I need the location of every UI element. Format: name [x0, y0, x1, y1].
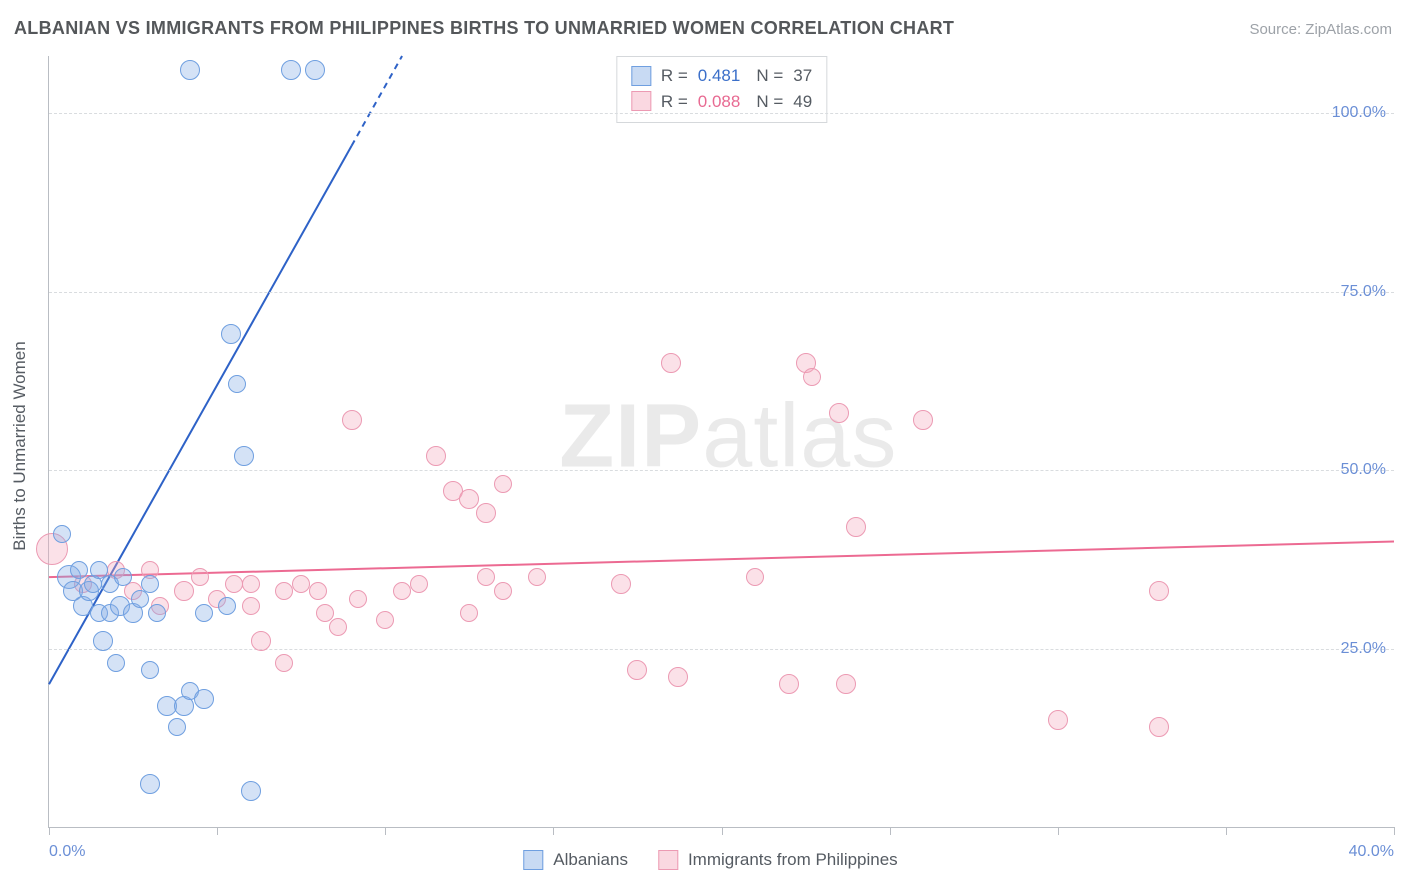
data-point-b	[459, 489, 479, 509]
data-point-b	[494, 475, 512, 493]
data-point-b	[242, 575, 260, 593]
data-point-b	[349, 590, 367, 608]
swatch-philippines	[631, 91, 651, 111]
data-point-b	[477, 568, 495, 586]
chart-title: ALBANIAN VS IMMIGRANTS FROM PHILIPPINES …	[14, 18, 954, 39]
y-tick-label: 25.0%	[1341, 640, 1386, 658]
n-value-philippines: 49	[793, 89, 812, 115]
data-point-a	[93, 631, 113, 651]
data-point-b	[846, 517, 866, 537]
data-point-a	[140, 774, 160, 794]
data-point-a	[221, 324, 241, 344]
r-value-philippines: 0.088	[698, 89, 741, 115]
data-point-b	[829, 403, 849, 423]
data-point-b	[779, 674, 799, 694]
data-point-a	[148, 604, 166, 622]
data-point-b	[1149, 717, 1169, 737]
data-point-b	[1149, 581, 1169, 601]
n-value-albanians: 37	[793, 63, 812, 89]
source-attribution: Source: ZipAtlas.com	[1249, 21, 1392, 38]
swatch-albanians	[631, 66, 651, 86]
legend-item-philippines: Immigrants from Philippines	[658, 850, 898, 870]
data-point-b	[242, 597, 260, 615]
data-point-a	[228, 375, 246, 393]
data-point-b	[426, 446, 446, 466]
data-point-b	[275, 654, 293, 672]
data-point-b	[342, 410, 362, 430]
data-point-a	[241, 781, 261, 801]
data-point-a	[281, 60, 301, 80]
data-point-a	[305, 60, 325, 80]
legend-item-albanians: Albanians	[523, 850, 628, 870]
swatch-albanians-icon	[523, 850, 543, 870]
swatch-philippines-icon	[658, 850, 678, 870]
scatter-plot-area: ZIPatlas R = 0.481 N = 37 R = 0.088 N = …	[48, 56, 1394, 828]
x-tick-label-min: 0.0%	[49, 843, 85, 861]
data-point-a	[114, 568, 132, 586]
data-point-b	[803, 368, 821, 386]
data-point-b	[627, 660, 647, 680]
data-point-b	[746, 568, 764, 586]
watermark: ZIPatlas	[559, 385, 897, 488]
data-point-a	[168, 718, 186, 736]
data-point-b	[174, 581, 194, 601]
data-point-b	[191, 568, 209, 586]
legend-row-albanians: R = 0.481 N = 37	[631, 63, 812, 89]
data-point-b	[611, 574, 631, 594]
data-point-b	[836, 674, 856, 694]
series-legend: Albanians Immigrants from Philippines	[523, 850, 897, 870]
x-tick-label-max: 40.0%	[1349, 843, 1394, 861]
data-point-a	[234, 446, 254, 466]
r-value-albanians: 0.481	[698, 63, 741, 89]
data-point-a	[53, 525, 71, 543]
y-tick-label: 75.0%	[1341, 283, 1386, 301]
data-point-b	[528, 568, 546, 586]
data-point-b	[251, 631, 271, 651]
legend-row-philippines: R = 0.088 N = 49	[631, 89, 812, 115]
data-point-b	[913, 410, 933, 430]
y-tick-label: 50.0%	[1341, 461, 1386, 479]
data-point-b	[460, 604, 478, 622]
data-point-b	[225, 575, 243, 593]
data-point-b	[410, 575, 428, 593]
data-point-a	[107, 654, 125, 672]
data-point-b	[329, 618, 347, 636]
data-point-b	[309, 582, 327, 600]
data-point-a	[141, 575, 159, 593]
data-point-b	[292, 575, 310, 593]
y-tick-label: 100.0%	[1332, 104, 1386, 122]
data-point-b	[661, 353, 681, 373]
data-point-b	[668, 667, 688, 687]
data-point-b	[476, 503, 496, 523]
data-point-a	[194, 689, 214, 709]
data-point-b	[393, 582, 411, 600]
data-point-a	[180, 60, 200, 80]
data-point-b	[1048, 710, 1068, 730]
data-point-b	[494, 582, 512, 600]
data-point-a	[70, 561, 88, 579]
data-point-a	[218, 597, 236, 615]
y-axis-label: Births to Unmarried Women	[10, 341, 30, 550]
data-point-b	[316, 604, 334, 622]
data-point-a	[195, 604, 213, 622]
data-point-b	[376, 611, 394, 629]
data-point-b	[275, 582, 293, 600]
data-point-a	[141, 661, 159, 679]
